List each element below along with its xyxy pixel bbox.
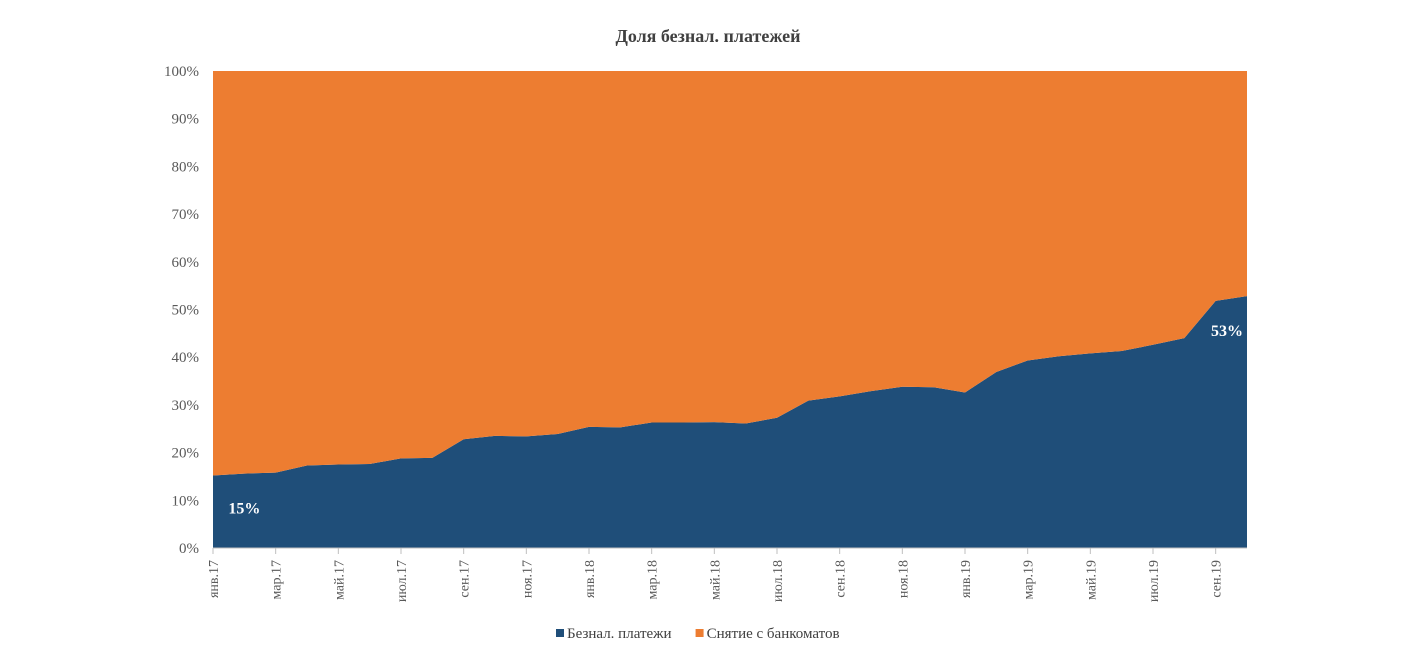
x-tick-label: сен.17 — [458, 560, 473, 598]
y-tick-label: 40% — [172, 350, 200, 366]
legend-item-0: Безнал. платежи — [556, 626, 672, 642]
data-label: 53% — [1211, 323, 1243, 340]
x-axis: янв.17 мар.17 май.17 июл.17 сен.17 ноя.17 янв.… — [207, 547, 1247, 602]
area-series-0 — [213, 296, 1247, 548]
y-tick-label: 10% — [172, 493, 200, 509]
y-tick-label: 80% — [172, 159, 200, 175]
x-tick-label: мар.19 — [1022, 560, 1037, 599]
x-tick-label: ноя.17 — [520, 560, 535, 598]
legend-swatch — [556, 629, 564, 637]
x-tick-label: май.17 — [332, 560, 347, 600]
legend-swatch — [695, 629, 704, 637]
x-tick-label: май.18 — [708, 560, 723, 600]
x-tick-label: янв.19 — [959, 560, 974, 598]
x-tick-label: мар.17 — [270, 560, 285, 599]
x-tick-label: сен.18 — [834, 560, 849, 598]
x-tick-label: янв.18 — [583, 560, 598, 598]
y-tick-label: 100% — [164, 64, 199, 80]
y-tick-label: 20% — [172, 446, 200, 462]
y-axis: 0% 10% 20% 30% 40% 50% 60% 70% 80% 90% 100% — [164, 64, 199, 557]
chart-title: Доля безнал. платежей — [615, 26, 800, 46]
x-tick-label: июл.19 — [1147, 560, 1162, 602]
x-tick-label: июл.17 — [395, 560, 410, 602]
data-labels: 15% 53% — [228, 323, 1243, 517]
x-tick-label: июл.18 — [771, 560, 786, 602]
x-tick-label: янв.17 — [207, 560, 222, 598]
y-tick-label: 90% — [172, 112, 200, 128]
area-series-1 — [213, 71, 1247, 476]
y-tick-label: 70% — [172, 207, 200, 223]
x-tick-label: мар.18 — [646, 560, 661, 599]
plot-area — [213, 71, 1247, 548]
legend-label: Безнал. платежи — [567, 626, 672, 642]
x-tick-label: май.19 — [1084, 560, 1099, 600]
data-label: 15% — [228, 501, 260, 518]
legend-label: Снятие с банкоматов — [707, 626, 840, 642]
y-tick-label: 30% — [172, 398, 200, 414]
legend: Безнал. платежи Снятие с банкоматов — [556, 626, 840, 642]
x-tick-label: ноя.18 — [896, 560, 911, 598]
y-tick-label: 50% — [172, 303, 200, 319]
x-tick-label: сен.19 — [1210, 560, 1225, 598]
y-tick-label: 0% — [179, 541, 199, 557]
legend-item-1: Снятие с банкоматов — [695, 626, 840, 642]
y-tick-label: 60% — [172, 255, 200, 271]
